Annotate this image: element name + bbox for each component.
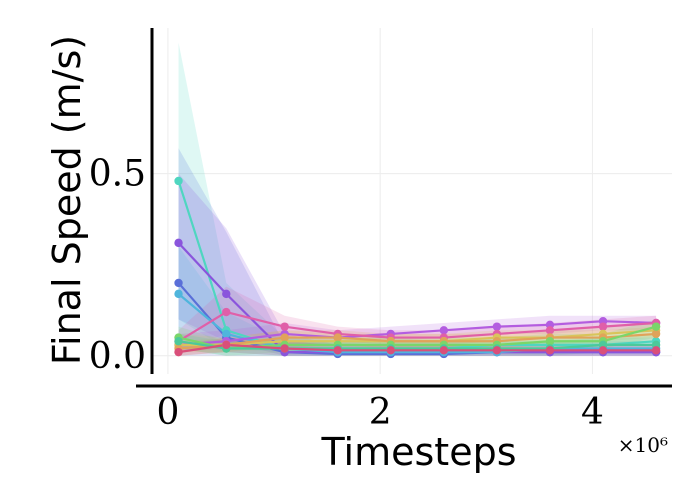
series-5-line <box>177 310 657 343</box>
x-tick-label-0: 0 <box>156 392 179 433</box>
series-1-point-0 <box>174 278 183 288</box>
series-7-point-2 <box>280 333 289 342</box>
x-exponent-label: ×10⁶ <box>618 433 668 457</box>
x-tick-label-2: 4 <box>581 392 604 433</box>
series-10-point-3 <box>333 346 342 355</box>
grid <box>152 28 672 374</box>
series-10-point-8 <box>598 346 608 355</box>
y-axis-title: Final Speed (m/s) <box>45 35 89 365</box>
series-4-point-6 <box>492 322 502 331</box>
y-tick-label-0: 0.0 <box>89 336 146 377</box>
series-9-line <box>178 340 657 350</box>
series-3-point-1 <box>222 329 231 339</box>
series-10-point-5 <box>439 346 449 355</box>
series-0-point-0 <box>174 176 183 186</box>
tick-labels: 0 2 4 0.0 0.5 <box>89 154 604 433</box>
series-2-point-1 <box>222 289 231 299</box>
series-5-point-2 <box>280 322 289 331</box>
series-7-point-9 <box>651 329 661 339</box>
series-5-point-8 <box>598 322 608 331</box>
series-8-point-9 <box>651 322 661 331</box>
axes <box>136 28 672 388</box>
series-10-point-0 <box>174 347 183 357</box>
y-tick-label-1: 0.5 <box>89 154 146 195</box>
x-tick-label-1: 2 <box>369 392 392 433</box>
series-10-line <box>178 343 657 354</box>
series-2-point-0 <box>174 238 183 248</box>
series-7-line <box>178 332 657 350</box>
series-10-point-7 <box>545 346 555 355</box>
series-lines <box>177 180 657 356</box>
series-points <box>174 176 661 359</box>
series-3-point-0 <box>174 289 183 299</box>
series-7-point-3 <box>333 333 342 342</box>
series-8-point-7 <box>545 337 555 346</box>
series-10-point-2 <box>280 344 289 353</box>
series-0-band <box>178 42 657 353</box>
series-10-point-4 <box>386 346 395 355</box>
x-axis-title: Timesteps <box>321 430 517 474</box>
series-10-point-9 <box>651 346 661 355</box>
series-4-point-5 <box>439 326 449 335</box>
series-5-point-1 <box>222 307 231 317</box>
series-10-point-6 <box>492 346 502 355</box>
series-9-point-0 <box>174 337 183 346</box>
series-4-line <box>178 320 657 346</box>
series-8-band <box>178 319 657 356</box>
confidence-bands <box>178 42 657 356</box>
series-10-point-1 <box>222 340 231 350</box>
series-5-point-7 <box>545 326 555 335</box>
